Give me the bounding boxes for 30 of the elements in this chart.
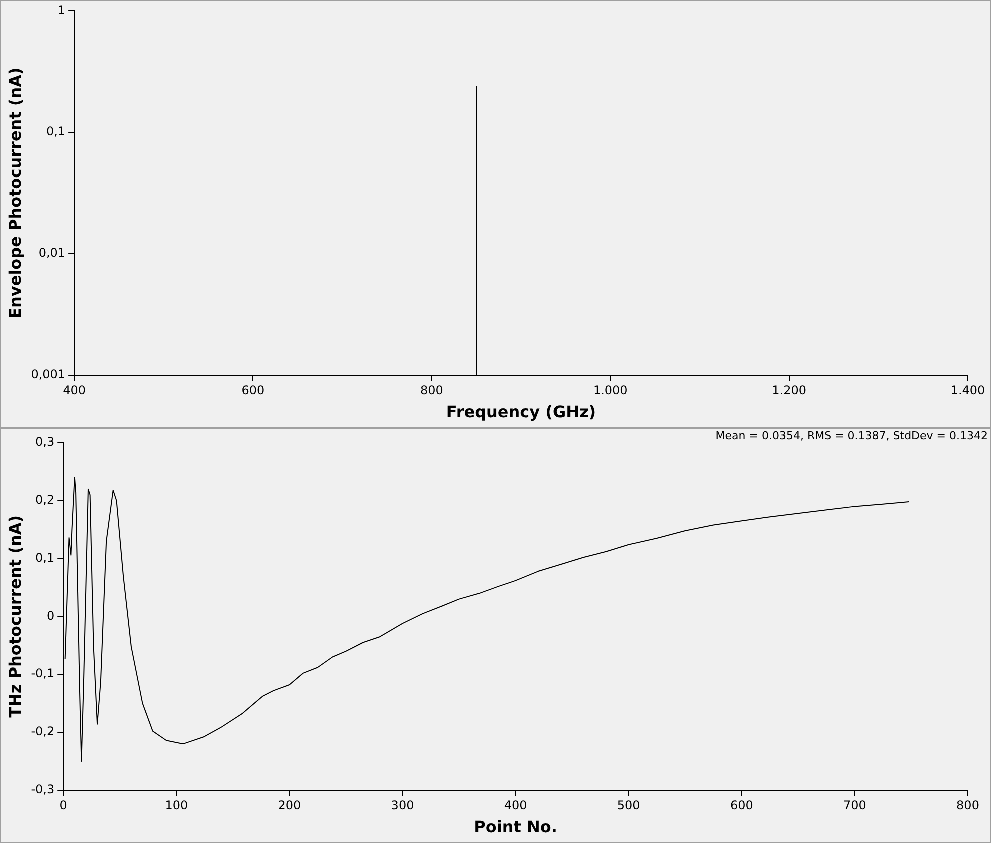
x-tick-label: 800	[956, 798, 980, 813]
y-tick-label: -0,3	[31, 782, 55, 797]
x-tick-label: 1.200	[772, 384, 806, 398]
y-tick-label: 0,3	[36, 435, 55, 450]
x-tick-label: 300	[391, 798, 414, 813]
x-axis-title: Point No.	[474, 818, 558, 837]
x-tick-label: 100	[165, 798, 188, 813]
x-tick-label: 400	[504, 798, 528, 813]
x-tick-label: 500	[617, 798, 640, 813]
y-tick-label: -0,1	[31, 666, 55, 681]
x-tick-label: 200	[278, 798, 302, 813]
y-tick-label: 0,2	[36, 493, 55, 508]
x-tick-label: 700	[844, 798, 866, 813]
y-tick-label: 0,001	[31, 368, 66, 382]
x-tick-label: 600	[242, 384, 265, 398]
y-tick-label: 0,1	[36, 550, 55, 565]
y-axis-title: Envelope Photocurrent (nA)	[6, 68, 25, 319]
y-tick-label: 0,1	[46, 124, 66, 139]
x-tick-label: 1.400	[950, 384, 986, 398]
x-tick-label: 800	[420, 384, 444, 398]
x-tick-label: 1.000	[593, 384, 628, 398]
x-tick-label: 600	[730, 798, 754, 813]
y-tick-label: 0	[46, 608, 55, 623]
y-tick-label: 1	[58, 3, 66, 18]
text: Mean = 0.0354, RMS = 0.1387, StdDev = 0.1342	[716, 429, 988, 442]
y-tick-label: 0,01	[38, 246, 66, 260]
y-tick-label: -0,2	[31, 724, 55, 739]
x-axis-title: Frequency (GHz)	[446, 402, 596, 422]
y-axis-title: THz Photocurrent (nA)	[6, 515, 25, 718]
x-tick-label: 400	[63, 384, 86, 398]
